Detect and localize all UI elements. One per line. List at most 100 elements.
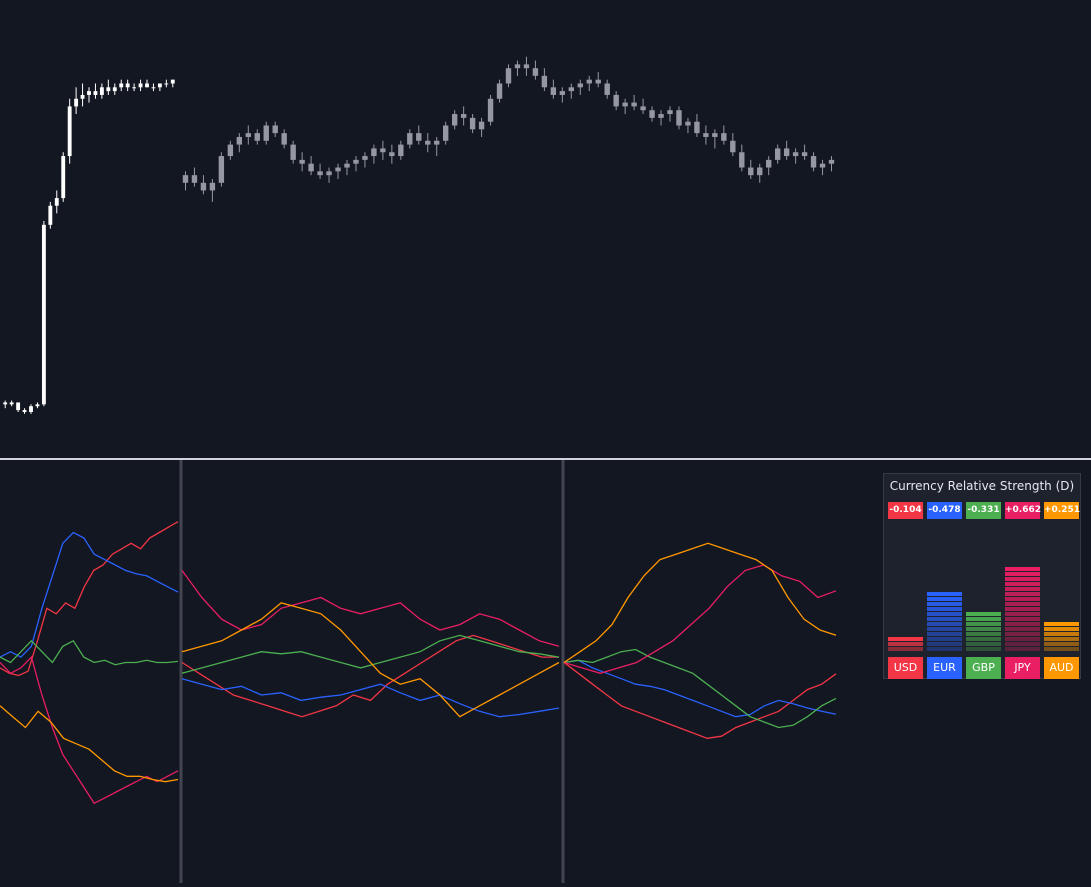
eur-strength-line bbox=[0, 531, 179, 658]
candle-body bbox=[362, 156, 368, 160]
currency-strength-line-chart[interactable] bbox=[0, 460, 1091, 883]
candle-body bbox=[577, 83, 583, 88]
candle-body bbox=[61, 156, 66, 199]
gbp-meter-segment bbox=[966, 637, 1001, 641]
candle-body bbox=[559, 91, 566, 95]
jpy-meter-segment bbox=[1005, 607, 1040, 611]
eur-meter-segment bbox=[927, 617, 962, 621]
jpy-meter-segment bbox=[1005, 587, 1040, 591]
eur-value-badge: -0.478 bbox=[927, 502, 962, 519]
usd-meter-segment bbox=[888, 642, 923, 646]
gbp-strength-meter bbox=[966, 524, 1001, 652]
eur-strength-line bbox=[181, 678, 560, 718]
eur-meter-segment bbox=[927, 622, 962, 626]
aud-strength-line bbox=[563, 542, 837, 664]
candle-body bbox=[766, 159, 772, 168]
candle-body bbox=[757, 167, 763, 176]
candle-body bbox=[125, 83, 130, 88]
currency-strength-pane[interactable] bbox=[0, 460, 1091, 883]
candle-body bbox=[721, 133, 727, 141]
eur-strength-meter bbox=[927, 524, 962, 652]
candle-body bbox=[87, 91, 91, 95]
candle-body bbox=[523, 64, 530, 69]
pane-divider[interactable] bbox=[0, 458, 1091, 460]
candle-body bbox=[41, 224, 46, 405]
aud-value-badge: +0.251 bbox=[1044, 502, 1080, 519]
price-chart-pane[interactable] bbox=[0, 0, 1091, 458]
candle-body bbox=[568, 87, 574, 92]
candle-body bbox=[783, 148, 790, 157]
jpy-meter-segment bbox=[1005, 647, 1040, 651]
usd-strength-meter bbox=[888, 524, 923, 652]
gbp-strength-line bbox=[0, 639, 179, 666]
candle-body bbox=[819, 163, 826, 168]
candle-body bbox=[487, 98, 494, 122]
aud-strength-line bbox=[0, 705, 179, 783]
candle-body bbox=[496, 83, 503, 99]
candle-body bbox=[649, 110, 655, 118]
candle-body bbox=[801, 152, 808, 157]
gbp-label: GBP bbox=[966, 657, 1001, 679]
candle-body bbox=[532, 68, 539, 76]
jpy-strength-line bbox=[563, 564, 837, 674]
usd-meter-segment bbox=[888, 647, 923, 651]
gbp-value-badge: -0.331 bbox=[966, 502, 1001, 519]
candle-body bbox=[398, 144, 404, 157]
candle-body bbox=[80, 94, 85, 99]
aud-meter-segment bbox=[1044, 632, 1079, 636]
session-separator bbox=[179, 460, 183, 883]
eur-meter-segment bbox=[927, 647, 962, 651]
jpy-meter-segment bbox=[1005, 572, 1040, 576]
gbp-meter-segment bbox=[966, 622, 1001, 626]
candle-body bbox=[236, 136, 243, 145]
candle-body bbox=[416, 133, 422, 141]
usd-strength-line bbox=[0, 521, 179, 677]
gbp-strength-line bbox=[181, 634, 560, 674]
gbp-meter-segment bbox=[966, 642, 1001, 646]
candle-body bbox=[541, 75, 548, 88]
candle-body bbox=[604, 83, 610, 95]
usd-value-badge: -0.104 bbox=[888, 502, 923, 519]
candle-body bbox=[157, 83, 162, 88]
eur-meter-segment bbox=[927, 592, 962, 596]
candle-body bbox=[703, 133, 709, 137]
candle-body bbox=[478, 121, 485, 130]
candle-body bbox=[112, 87, 117, 92]
candle-body bbox=[308, 163, 314, 172]
candle-body bbox=[263, 125, 269, 141]
candle-body bbox=[317, 171, 323, 176]
candle-body bbox=[3, 402, 8, 405]
candle-body bbox=[622, 102, 628, 107]
jpy-strength-line bbox=[0, 655, 179, 805]
jpy-meter-segment bbox=[1005, 597, 1040, 601]
jpy-meter-segment bbox=[1005, 637, 1040, 641]
table-title: Currency Relative Strength (D) bbox=[889, 479, 1075, 493]
jpy-strength-line bbox=[181, 570, 560, 647]
jpy-meter-segment bbox=[1005, 582, 1040, 586]
candle-body bbox=[29, 406, 33, 412]
candle-body bbox=[209, 182, 216, 191]
candle-body bbox=[658, 114, 664, 118]
usd-strength-line bbox=[181, 634, 559, 718]
candle-body bbox=[254, 133, 260, 141]
eur-meter-segment bbox=[927, 597, 962, 601]
aud-meter-segment bbox=[1044, 642, 1079, 646]
eur-meter-segment bbox=[927, 642, 962, 646]
usd-strength-line bbox=[563, 661, 837, 739]
candle-body bbox=[191, 175, 198, 183]
candle-body bbox=[730, 140, 736, 153]
jpy-meter-segment bbox=[1005, 622, 1040, 626]
candle-body bbox=[550, 87, 557, 95]
candle-body bbox=[344, 163, 350, 168]
gbp-meter-segment bbox=[966, 632, 1001, 636]
candle-body bbox=[35, 404, 40, 407]
candle-body bbox=[389, 152, 395, 157]
candle-body bbox=[613, 94, 619, 107]
candle-body bbox=[164, 83, 169, 85]
candlestick-chart[interactable] bbox=[0, 0, 1091, 458]
aud-meter-segment bbox=[1044, 647, 1079, 651]
candle-body bbox=[469, 117, 476, 130]
jpy-meter-segment bbox=[1005, 602, 1040, 606]
candle-body bbox=[93, 91, 98, 95]
candle-body bbox=[712, 133, 718, 137]
